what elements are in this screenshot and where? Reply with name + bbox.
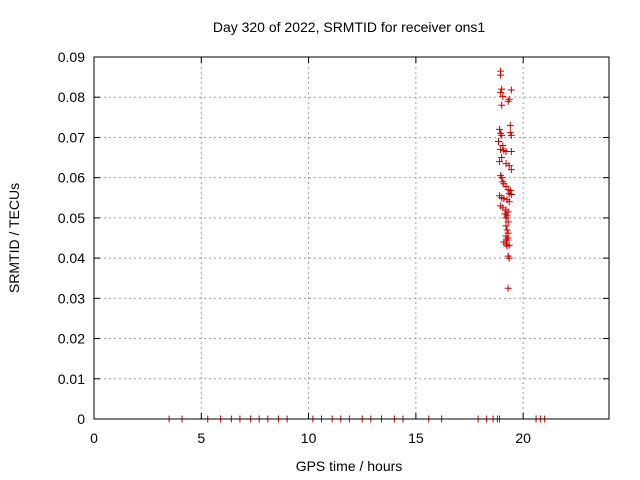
data-point — [496, 125, 504, 133]
plot-frame — [93, 56, 610, 420]
data-point — [497, 146, 505, 154]
data-point — [507, 131, 515, 139]
x-tick-label: 5 — [197, 430, 205, 446]
data-point — [505, 254, 513, 262]
data-points — [165, 67, 549, 423]
y-tick-label: 0.04 — [58, 250, 85, 266]
data-point — [496, 158, 504, 166]
y-tick-label: 0 — [77, 411, 85, 427]
data-point — [506, 187, 514, 195]
y-tick-label: 0.09 — [58, 49, 85, 65]
data-point — [504, 218, 512, 226]
axis-ticks — [93, 56, 609, 420]
y-tick-label: 0.01 — [58, 371, 85, 387]
x-tick-label: 20 — [515, 430, 531, 446]
y-axis-label: SRMTID / TECUs — [6, 183, 22, 293]
data-point — [497, 88, 505, 96]
grid-lines — [94, 57, 609, 419]
data-point — [506, 121, 514, 129]
data-point — [503, 226, 511, 234]
y-tick-label: 0.06 — [58, 170, 85, 186]
data-point — [505, 198, 513, 206]
data-point — [498, 131, 506, 139]
data-point — [502, 222, 510, 230]
data-point — [494, 137, 502, 145]
data-point — [504, 97, 512, 105]
axis-tick-labels: 0 0.01 0.02 0.03 0.04 0.05 0.06 0.07 0.08 0.09 0 5 1… — [58, 49, 531, 446]
x-tick-label: 10 — [301, 430, 317, 446]
data-point — [498, 154, 506, 162]
data-point — [507, 166, 515, 174]
data-point — [507, 148, 515, 156]
y-tick-label: 0.08 — [58, 89, 85, 105]
y-tick-label: 0.07 — [58, 129, 85, 145]
data-point — [505, 162, 513, 170]
data-point — [497, 71, 505, 79]
data-point — [502, 214, 510, 222]
data-point — [499, 141, 507, 149]
data-point — [498, 101, 506, 109]
y-tick-label: 0.05 — [58, 210, 85, 226]
x-axis-label: GPS time / hours — [296, 458, 403, 474]
data-point — [507, 191, 515, 199]
data-point — [507, 86, 515, 94]
x-tick-label: 15 — [408, 430, 424, 446]
chart-title: Day 320 of 2022, SRMTID for receiver ons… — [213, 19, 486, 35]
data-point — [499, 92, 507, 100]
x-tick-label: 0 — [90, 430, 98, 446]
data-point — [498, 174, 506, 182]
y-tick-label: 0.02 — [58, 331, 85, 347]
data-point — [503, 242, 511, 250]
y-tick-label: 0.03 — [58, 290, 85, 306]
data-point — [498, 85, 506, 93]
data-point — [500, 195, 508, 203]
data-point — [504, 284, 512, 292]
